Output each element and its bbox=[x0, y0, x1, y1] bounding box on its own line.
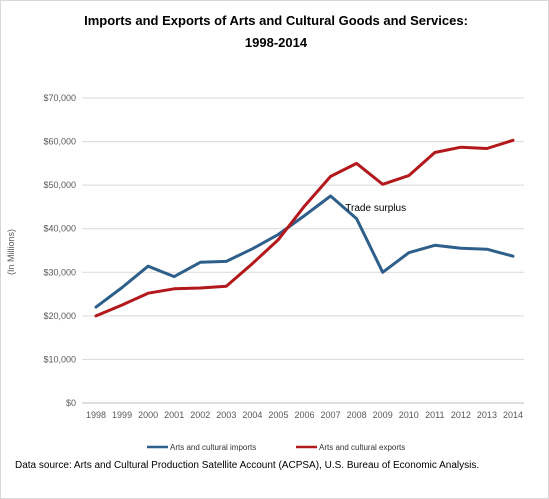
y-tick-label: $60,000 bbox=[43, 137, 76, 147]
x-tick-label: 2004 bbox=[242, 410, 262, 420]
legend-label-imports: Arts and cultural imports bbox=[170, 443, 256, 452]
y-tick-label: $70,000 bbox=[43, 93, 76, 103]
x-tick-label: 2006 bbox=[294, 410, 314, 420]
imports-line bbox=[94, 194, 515, 309]
x-tick-label: 2008 bbox=[347, 410, 367, 420]
chart-subtitle: 1998-2014 bbox=[245, 35, 308, 50]
y-tick-label: $30,000 bbox=[43, 267, 76, 277]
y-tick-label: $50,000 bbox=[43, 180, 76, 190]
x-tick-label: 2002 bbox=[190, 410, 210, 420]
x-axis: 1998 1999 2000 2001 2002 2003 2004 2005 2006 2007… bbox=[86, 410, 523, 420]
x-tick-label: 2010 bbox=[399, 410, 419, 420]
x-tick-label: 2014 bbox=[503, 410, 523, 420]
x-tick-label: 2011 bbox=[425, 410, 444, 420]
x-tick-label: 2003 bbox=[216, 410, 236, 420]
x-tick-label: 2013 bbox=[477, 410, 497, 420]
legend: Arts and cultural imports Arts and cultu… bbox=[147, 443, 405, 452]
exports-line bbox=[94, 138, 515, 318]
data-source-note: Data source: Arts and Cultural Productio… bbox=[15, 460, 480, 471]
x-tick-label: 2000 bbox=[138, 410, 158, 420]
x-tick-label: 2009 bbox=[373, 410, 393, 420]
x-tick-label: 1998 bbox=[86, 410, 106, 420]
y-tick-label: $20,000 bbox=[43, 311, 76, 321]
y-tick-label: $10,000 bbox=[43, 354, 76, 364]
y-tick-label: $0 bbox=[66, 398, 76, 408]
x-tick-label: 1999 bbox=[112, 410, 132, 420]
trade-surplus-annotation: Trade surplus bbox=[345, 203, 406, 214]
y-tick-label: $40,000 bbox=[43, 224, 76, 234]
series-lines bbox=[94, 138, 515, 318]
x-tick-label: 2007 bbox=[321, 410, 341, 420]
x-tick-label: 2005 bbox=[268, 410, 288, 420]
x-tick-label: 2001 bbox=[164, 410, 184, 420]
legend-label-exports: Arts and cultural exports bbox=[319, 443, 405, 452]
chart-title: Imports and Exports of Arts and Cultural… bbox=[84, 13, 468, 28]
x-tick-label: 2012 bbox=[451, 410, 471, 420]
gridlines bbox=[82, 97, 524, 404]
y-axis: $0 $10,000 $20,000 $30,000 $40,000 $50,000 $60… bbox=[43, 93, 76, 408]
y-axis-label: (In Millions) bbox=[6, 229, 16, 275]
